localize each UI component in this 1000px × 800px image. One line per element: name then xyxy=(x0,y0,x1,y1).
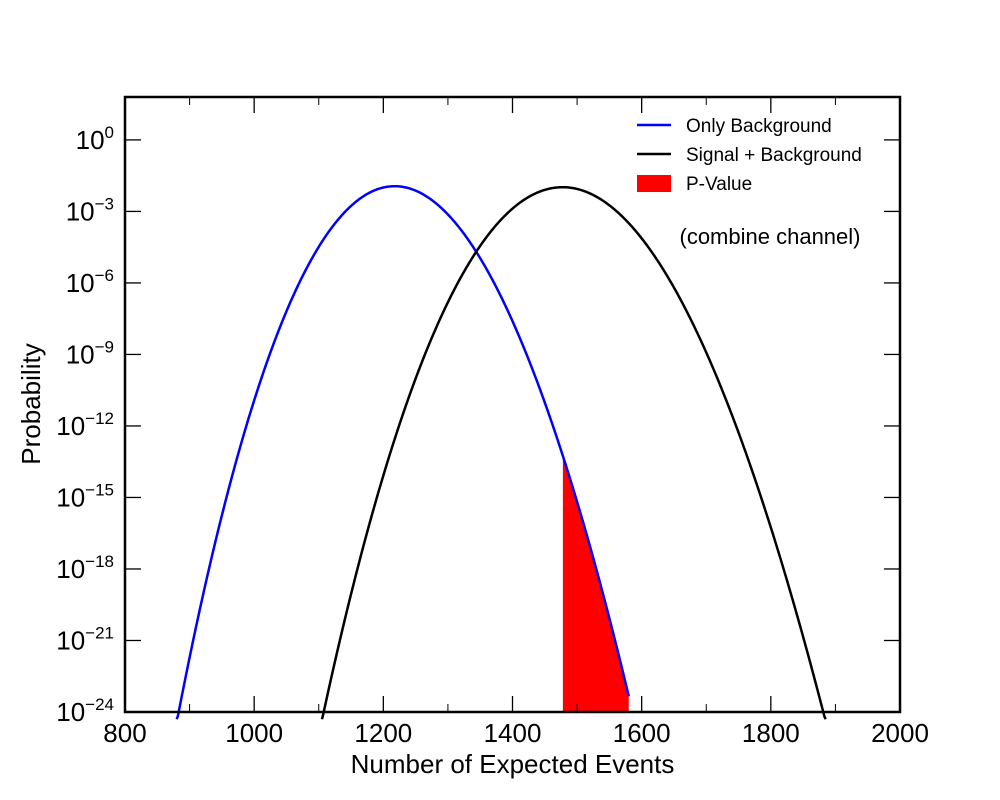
y-tick-label: 100 xyxy=(76,123,114,155)
plot-frame xyxy=(123,95,902,714)
legend-label-signal-background: Signal + Background xyxy=(686,145,862,166)
y-tick-label: 10−3 xyxy=(66,194,114,226)
y-tick-label: 10−18 xyxy=(56,552,114,584)
y-tick-label: 10−21 xyxy=(56,623,114,655)
p-value-shaded-region xyxy=(562,455,629,712)
series-line-signal-background xyxy=(320,185,827,720)
x-axis-title: Number of Expected Events xyxy=(351,749,675,779)
legend: Only Background Signal + Background P-Va… xyxy=(637,116,862,195)
y-tick-label: 10−15 xyxy=(56,480,114,512)
plot-layer xyxy=(175,184,827,720)
x-tick-label: 800 xyxy=(103,718,146,748)
annotation-combine-channel: (combine channel) xyxy=(680,224,861,249)
y-tick-label: 10−24 xyxy=(56,695,114,727)
x-tick-label: 1400 xyxy=(484,718,542,748)
ticks-layer: 800 1000 1200 1400 1600 1800 2000 100 10−3 10−6 10… xyxy=(56,97,929,748)
y-tick-label: 10−6 xyxy=(66,266,114,298)
x-tick-label: 1600 xyxy=(613,718,671,748)
legend-label-p-value: P-Value xyxy=(686,174,752,195)
y-tick-label: 10−12 xyxy=(56,409,114,441)
series-line-only-background xyxy=(175,184,630,720)
x-tick-label: 1800 xyxy=(742,718,800,748)
legend-label-only-background: Only Background xyxy=(686,116,832,137)
y-axis-title: Probability xyxy=(16,343,46,464)
x-tick-label: 1200 xyxy=(354,718,412,748)
y-tick-label: 10−9 xyxy=(66,337,114,369)
x-tick-label: 2000 xyxy=(871,718,929,748)
x-tick-label: 1000 xyxy=(225,718,283,748)
legend-swatch-p-value xyxy=(637,175,671,192)
